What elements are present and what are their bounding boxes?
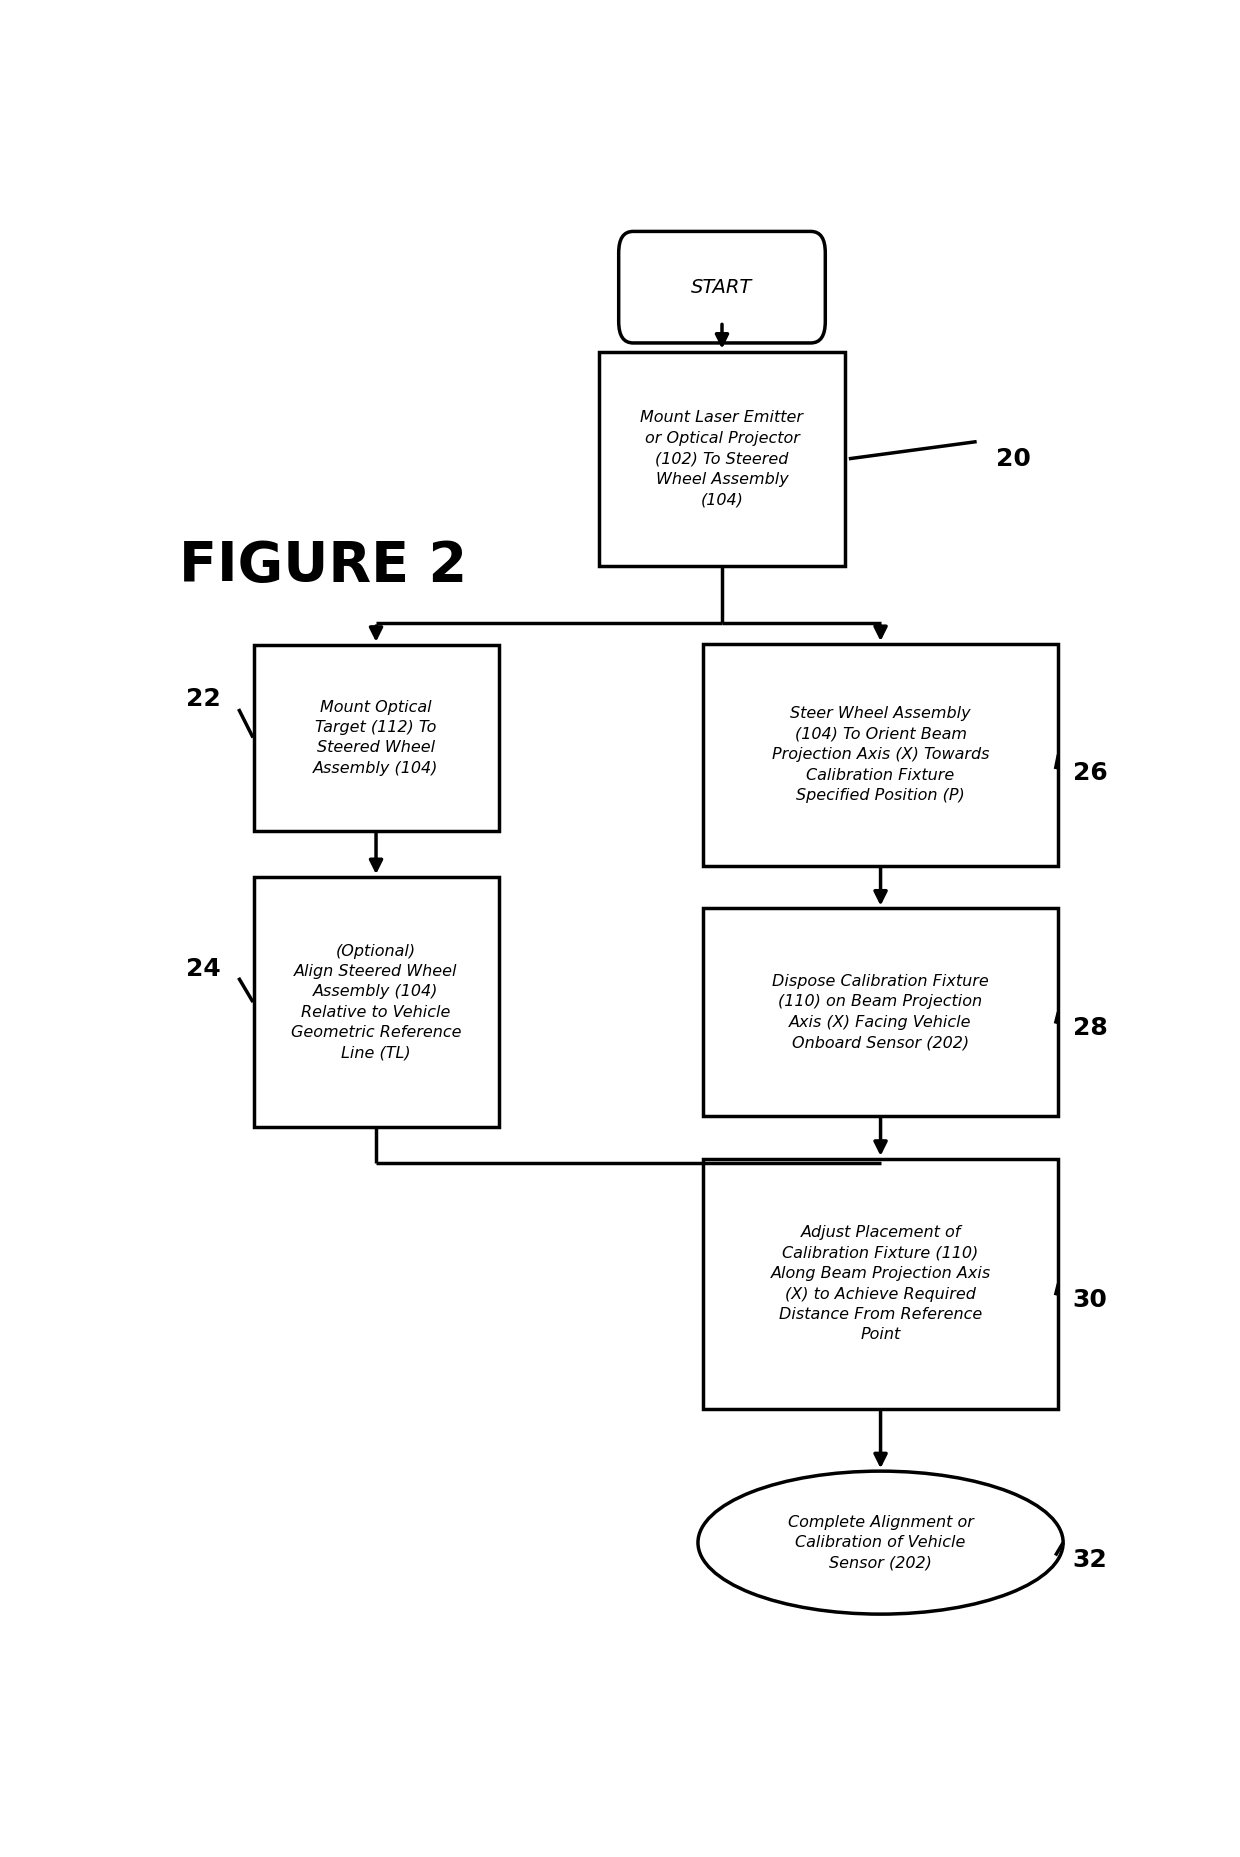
Text: Steer Wheel Assembly
(104) To Orient Beam
Projection Axis (X) Towards
Calibratio: Steer Wheel Assembly (104) To Orient Bea… [771, 706, 990, 802]
Text: 28: 28 [1073, 1016, 1107, 1040]
Text: 24: 24 [186, 956, 221, 980]
FancyBboxPatch shape [619, 232, 826, 344]
Text: Mount Laser Emitter
or Optical Projector
(102) To Steered
Wheel Assembly
(104): Mount Laser Emitter or Optical Projector… [641, 410, 804, 507]
Bar [703, 1159, 1059, 1409]
Bar [703, 644, 1059, 865]
Text: 30: 30 [1073, 1287, 1107, 1311]
Text: 22: 22 [186, 687, 221, 711]
Text: (Optional)
Align Steered Wheel
Assembly (104)
Relative to Vehicle
Geometric Refe: (Optional) Align Steered Wheel Assembly … [290, 943, 461, 1060]
Text: Adjust Placement of
Calibration Fixture (110)
Along Beam Projection Axis
(X) to : Adjust Placement of Calibration Fixture … [770, 1226, 991, 1343]
Bar [253, 877, 498, 1127]
Text: START: START [692, 279, 753, 297]
Text: Mount Optical
Target (112) To
Steered Wheel
Assembly (104): Mount Optical Target (112) To Steered Wh… [314, 700, 439, 776]
Bar [599, 351, 844, 566]
Text: 20: 20 [996, 448, 1030, 472]
Bar [253, 644, 498, 830]
Text: 32: 32 [1073, 1547, 1107, 1571]
Bar [703, 908, 1059, 1116]
Ellipse shape [698, 1471, 1063, 1614]
Text: Complete Alignment or
Calibration of Vehicle
Sensor (202): Complete Alignment or Calibration of Veh… [787, 1515, 973, 1571]
Text: FIGURE 2: FIGURE 2 [179, 539, 467, 592]
Text: Dispose Calibration Fixture
(110) on Beam Projection
Axis (X) Facing Vehicle
Onb: Dispose Calibration Fixture (110) on Bea… [773, 975, 990, 1051]
Text: 26: 26 [1073, 761, 1107, 786]
